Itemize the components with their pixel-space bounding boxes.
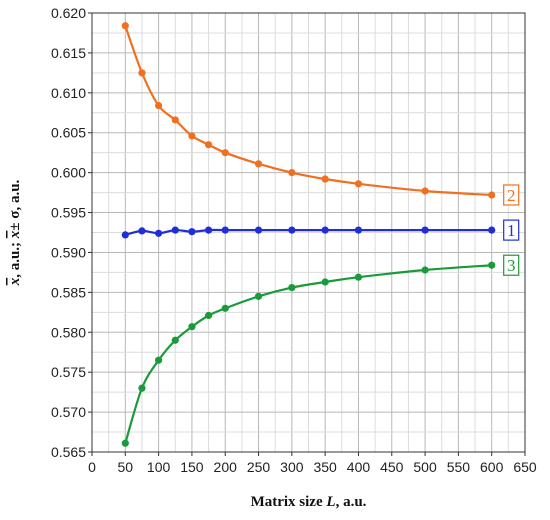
series-point-2 (138, 69, 146, 77)
y-tick-label: 0.620 (51, 5, 86, 21)
series-point-3 (488, 261, 496, 269)
y-tick-label: 0.610 (51, 85, 86, 101)
series-point-1 (321, 226, 329, 234)
y-tick-label: 0.615 (51, 45, 86, 61)
series-tag-3: 3 (507, 256, 516, 275)
series-tag-box-3 (503, 254, 520, 276)
series-point-2 (204, 141, 213, 149)
axis-ticks: 0 50 100 150 200 250 300 350 400 450 500 550 600 650 0… (51, 5, 537, 475)
y-tick-label: 0.585 (51, 284, 86, 300)
x-tick-label: 50 (118, 459, 134, 475)
series-point-1 (138, 227, 146, 235)
series-point-1 (254, 226, 263, 234)
series-point-3 (155, 356, 163, 364)
x-tick-label: 500 (413, 459, 437, 475)
series-tag-2: 2 (507, 186, 516, 205)
y-tick-label: 0.570 (51, 404, 86, 420)
y-tick-label: 0.600 (51, 165, 86, 181)
series-point-2 (354, 180, 363, 188)
x-axis-title: Matrix size L, a.u. (251, 494, 367, 510)
series-tag-1: 1 (507, 221, 516, 240)
x-tick-label: 600 (480, 459, 504, 475)
y-tick-label: 0.595 (51, 205, 86, 221)
y-tick-label: 0.575 (51, 364, 86, 380)
series-tag-box-2 (503, 184, 520, 206)
y-tick-label: 0.605 (51, 125, 86, 141)
series-point-2 (488, 191, 496, 199)
x-tick-label: 0 (88, 459, 96, 475)
x-tick-label: 650 (513, 459, 537, 475)
series-point-1 (288, 226, 296, 234)
series-point-2 (254, 160, 263, 168)
y-tick-label: 0.580 (51, 324, 86, 340)
x-tick-label: 450 (380, 459, 404, 475)
plot-frame (91, 12, 526, 453)
series-point-2 (188, 132, 196, 140)
series-point-3 (221, 304, 229, 312)
y-tick-label: 0.590 (51, 244, 86, 260)
series-point-2 (121, 22, 129, 30)
series-layer (121, 22, 496, 447)
series-tag-box-1 (503, 219, 520, 241)
x-tick-label: 400 (347, 459, 371, 475)
series-point-3 (138, 384, 146, 392)
series-point-1 (155, 229, 163, 237)
x-tick-label: 550 (447, 459, 471, 475)
series-point-3 (254, 292, 263, 300)
series-point-1 (171, 226, 179, 234)
y-tick-label: 0.565 (51, 444, 86, 460)
x-tick-label: 300 (280, 459, 304, 475)
series-point-2 (421, 187, 429, 195)
x-tick-label: 200 (214, 459, 238, 475)
x-tick-label: 350 (313, 459, 337, 475)
series-point-3 (204, 311, 213, 320)
series-point-1 (188, 228, 196, 236)
series-point-3 (354, 273, 363, 281)
x-tick-label: 250 (247, 459, 271, 475)
series-point-3 (321, 278, 329, 286)
x-tick-label: 100 (147, 459, 171, 475)
series-point-3 (188, 323, 196, 331)
series-point-3 (121, 439, 129, 447)
series-point-2 (155, 101, 163, 110)
series-point-3 (421, 266, 429, 274)
series-point-3 (288, 283, 296, 292)
series-point-2 (321, 175, 329, 183)
series-point-3 (171, 336, 179, 344)
y-axis-title: x, a.u.; x± σ, a.u. (7, 179, 23, 286)
series-point-1 (204, 226, 213, 234)
series-point-2 (171, 116, 179, 124)
series-point-2 (221, 149, 229, 157)
series-point-1 (121, 231, 129, 239)
series-point-2 (288, 169, 296, 177)
series-point-1 (354, 226, 363, 234)
series-point-1 (221, 226, 229, 234)
x-tick-label: 150 (180, 459, 204, 475)
series-tags: 1 2 3 (503, 184, 520, 276)
series-point-1 (421, 226, 429, 234)
series-point-1 (488, 226, 496, 234)
